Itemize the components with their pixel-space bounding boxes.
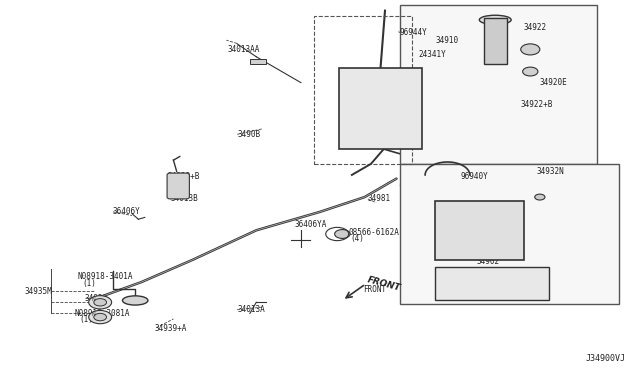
Text: (1): (1): [83, 279, 96, 288]
Bar: [435, 267, 549, 301]
Text: (4): (4): [350, 234, 364, 243]
Text: 34922+B: 34922+B: [521, 100, 553, 109]
Text: FRONT: FRONT: [367, 275, 402, 293]
Text: (1): (1): [79, 315, 93, 324]
Circle shape: [523, 67, 538, 76]
Bar: [399, 5, 597, 164]
Bar: [339, 68, 422, 149]
Text: 34939+B: 34939+B: [167, 172, 200, 181]
Bar: [435, 201, 524, 260]
Text: 34902: 34902: [476, 257, 499, 266]
Text: 34920E: 34920E: [540, 78, 568, 87]
Text: FRONT: FRONT: [364, 285, 387, 294]
Text: 34013AA: 34013AA: [228, 45, 260, 54]
Text: 08566-6162A: 08566-6162A: [349, 228, 399, 237]
Circle shape: [535, 194, 545, 200]
Bar: [399, 164, 620, 304]
Circle shape: [335, 230, 350, 238]
Ellipse shape: [479, 15, 511, 25]
Text: 36406Y: 36406Y: [113, 207, 141, 217]
Text: 34922: 34922: [524, 23, 547, 32]
Text: N: N: [92, 312, 95, 317]
Circle shape: [94, 299, 106, 306]
Text: 34981: 34981: [368, 195, 391, 203]
Bar: [314, 16, 412, 164]
Text: N: N: [92, 297, 95, 302]
Text: 34910: 34910: [436, 36, 459, 45]
Text: 3491B: 3491B: [470, 207, 493, 217]
Text: N08918-3081A: N08918-3081A: [75, 309, 130, 318]
Ellipse shape: [122, 296, 148, 305]
Text: 34013B: 34013B: [170, 195, 198, 203]
Bar: [250, 59, 266, 64]
Text: 34013A: 34013A: [237, 305, 265, 314]
Text: N08918-3401A: N08918-3401A: [78, 272, 133, 281]
Bar: [484, 18, 507, 64]
Text: 34939: 34939: [84, 294, 108, 303]
Circle shape: [94, 313, 106, 321]
Text: 3490B: 3490B: [237, 130, 260, 139]
Text: 96944Y: 96944Y: [399, 28, 428, 37]
Circle shape: [89, 296, 111, 309]
Text: 34932N: 34932N: [537, 167, 564, 176]
Circle shape: [89, 310, 111, 324]
Text: 36406YA: 36406YA: [294, 220, 327, 229]
Text: 34939+A: 34939+A: [154, 324, 187, 333]
FancyBboxPatch shape: [167, 173, 189, 199]
Text: 96940Y: 96940Y: [460, 172, 488, 181]
Text: J34900VJ: J34900VJ: [586, 354, 626, 363]
Circle shape: [521, 44, 540, 55]
Text: 24341Y: 24341Y: [419, 51, 447, 60]
Text: 34935M: 34935M: [24, 287, 52, 296]
